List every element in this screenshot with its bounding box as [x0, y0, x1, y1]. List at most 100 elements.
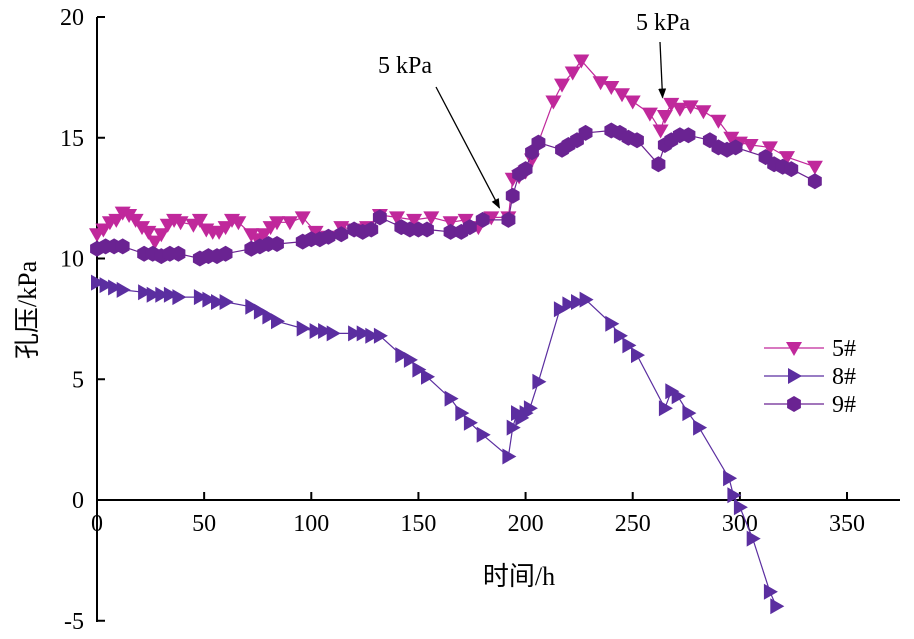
series-9-point [578, 124, 593, 141]
series-9-point [807, 173, 822, 190]
series-8-point [553, 301, 568, 318]
series-9-point [334, 226, 349, 243]
legend-label: 9# [832, 392, 856, 418]
series-8-point [193, 289, 208, 306]
series-9-point [372, 209, 387, 226]
series-8-point [523, 400, 538, 417]
series-8-point [253, 303, 268, 320]
series-8-point [763, 583, 778, 600]
series-8-point [658, 400, 673, 417]
series-9-point [651, 156, 666, 173]
series-8-point [116, 281, 131, 298]
series-8-point [622, 337, 637, 354]
annotation-arrow [658, 41, 667, 99]
series-8-point [631, 347, 645, 364]
series-5-point [564, 66, 581, 81]
y-axis-title: 孔压/kPa [13, 260, 42, 359]
series-5-point [723, 131, 740, 146]
series-9-point [728, 139, 743, 156]
series-5-point [294, 211, 311, 226]
y-tick-label: 5 [72, 367, 84, 393]
series-9-point [364, 221, 379, 238]
x-tick-label: 150 [400, 511, 436, 537]
series-5-point [656, 110, 673, 124]
series-9-point [475, 211, 490, 228]
series-5-point [95, 223, 112, 238]
y-tick-label: 15 [60, 126, 84, 152]
series-8-point [723, 470, 738, 487]
series-5-point [652, 124, 669, 139]
annotation-arrow [435, 86, 501, 209]
x-tick-label: 200 [508, 511, 544, 537]
series-9-point [681, 127, 696, 144]
series-9-line [96, 129, 816, 260]
series-8 [91, 274, 785, 615]
series-5-point [761, 141, 778, 156]
series-8-point [318, 323, 333, 339]
series-9-point [531, 134, 546, 151]
series-5-point [423, 211, 440, 226]
series-8-point [202, 291, 217, 308]
series-9-point [171, 245, 186, 262]
series-9-point [505, 187, 520, 204]
series-8-point [219, 294, 234, 310]
series-8-point [146, 286, 161, 303]
series-5-point [230, 216, 247, 231]
annotation-label: 5 kPa [636, 10, 690, 36]
series-8-point [506, 419, 521, 436]
x-tick-label: 300 [722, 511, 758, 537]
x-tick-label: 50 [192, 511, 216, 537]
legend: 5#8#9# [764, 336, 856, 418]
series-8-point [671, 388, 686, 405]
series-5-point [554, 78, 570, 93]
x-axis-title: 时间/h [483, 562, 555, 591]
series-5-point [592, 76, 609, 91]
series-9-point [443, 223, 458, 240]
annotation-label: 5 kPa [378, 53, 432, 79]
series-5-point [624, 95, 641, 110]
series-5-point [682, 100, 699, 115]
series-9 [90, 122, 822, 267]
series-5-point [457, 213, 474, 228]
series-5-point [389, 211, 405, 226]
series-8-point [138, 284, 153, 301]
series-5-point [663, 97, 680, 112]
series-5-point [603, 81, 620, 95]
series-8-point [613, 327, 628, 344]
series-8-point [403, 351, 418, 368]
series-5-point [108, 213, 125, 228]
series-8-point [365, 327, 380, 344]
series-8-point [476, 426, 491, 443]
series-8-point [91, 274, 105, 291]
series-5-point [573, 54, 590, 69]
series-8-point [746, 530, 761, 547]
series-5-point [671, 102, 688, 117]
series-5-point [269, 216, 285, 231]
series-5-point [127, 213, 144, 228]
series-8-point [309, 323, 324, 339]
axes [96, 17, 900, 622]
ticks: 0 50 100 150 200 250 300 350 -5 0 5 10 15 20 [60, 5, 865, 635]
series-8-point [262, 308, 277, 325]
series-8-point [356, 325, 371, 342]
series-5-point [281, 216, 298, 231]
series-9-point [270, 236, 284, 252]
series-9-point [321, 228, 336, 245]
series-9-point [420, 221, 434, 238]
series-8-point [296, 320, 311, 337]
x-tick-label: 100 [293, 511, 329, 537]
series-8-point [421, 368, 435, 385]
series-8-point [682, 405, 697, 422]
series-8-line [96, 282, 777, 607]
series-5-point [307, 225, 324, 240]
series-9-point [630, 132, 644, 149]
series-5-point [710, 114, 727, 129]
series-8-point [108, 279, 123, 296]
y-tick-label: -5 [64, 609, 84, 635]
y-tick-label: 20 [60, 5, 84, 31]
series-5-point [641, 107, 658, 122]
x-tick-label: 350 [829, 511, 865, 537]
series-8-point [271, 313, 285, 330]
series-5-point [695, 105, 712, 120]
